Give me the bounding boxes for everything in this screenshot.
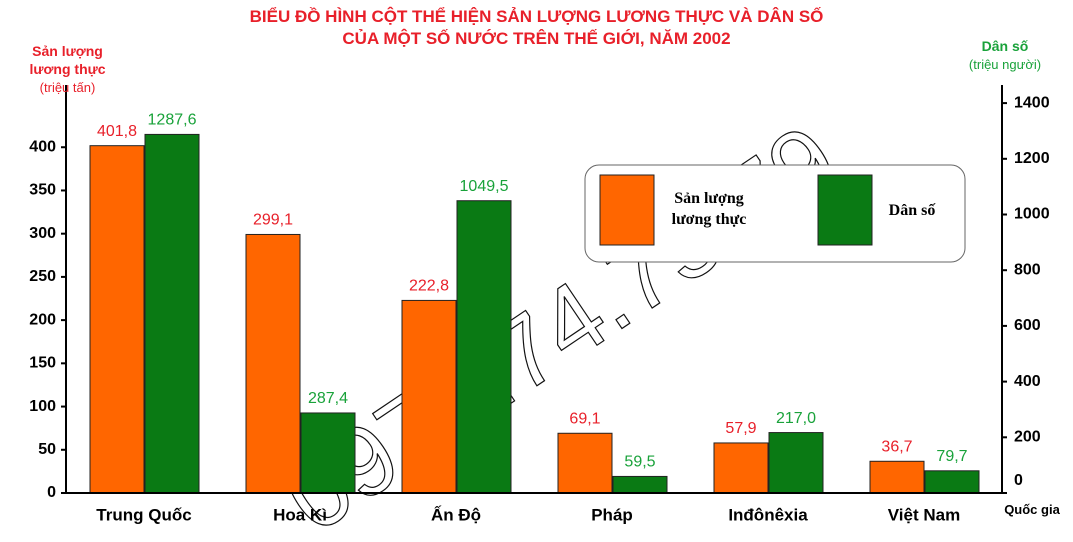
- chart-title: CỦA MỘT SỐ NƯỚC TRÊN THẾ GIỚI, NĂM 2002: [342, 29, 731, 48]
- y2-axis-unit: (triệu người): [968, 57, 1042, 72]
- x-tick-label: Ấn Độ: [431, 505, 481, 524]
- y-axis-label: Sản lượng lương thực: [29, 43, 106, 77]
- title-block: BIỂU ĐỒ HÌNH CỘT THỂ HIỆN SẢN LƯỢNG LƯƠN…: [0, 6, 1073, 50]
- bar: [300, 412, 356, 494]
- legend-swatch: [599, 174, 655, 246]
- bar: [401, 299, 457, 494]
- x-tick-label: Hoa Kì: [273, 505, 327, 524]
- data-label: 36,7: [881, 438, 912, 455]
- legend-label: Dân số: [888, 202, 936, 219]
- data-label: 79,7: [936, 448, 967, 465]
- y2-tick-label: 200: [1014, 429, 1041, 446]
- bar: [144, 133, 200, 494]
- y2-tick-label: 0: [1014, 472, 1023, 489]
- y-axis-unit: (triệu tấn): [39, 80, 96, 95]
- y-tick-label: 150: [29, 355, 56, 372]
- data-label: 1287,6: [148, 112, 197, 129]
- x-tick-label: Việt Nam: [888, 505, 960, 524]
- data-label: 59,5: [624, 454, 655, 471]
- data-label: 287,4: [308, 390, 348, 407]
- data-label: 217,0: [776, 410, 816, 427]
- data-label: 1049,5: [460, 178, 509, 195]
- bar: [924, 470, 980, 494]
- bar: [768, 432, 824, 494]
- data-label: 299,1: [253, 212, 293, 229]
- data-label: 401,8: [97, 123, 137, 140]
- data-label: 69,1: [569, 410, 600, 427]
- bar: [245, 233, 301, 494]
- bar: [456, 200, 512, 494]
- y-tick-label: 0: [47, 484, 56, 501]
- y2-axis-label: Dân số: [981, 38, 1029, 54]
- data-label: 222,8: [409, 278, 449, 295]
- y-tick-label: 100: [29, 398, 56, 415]
- y2-tick-label: 800: [1014, 261, 1041, 278]
- y-tick-label: 350: [29, 182, 56, 199]
- legend-swatch: [817, 174, 873, 246]
- data-label: 57,9: [725, 420, 756, 437]
- bar: [612, 475, 668, 494]
- y-tick-label: 300: [29, 225, 56, 242]
- chart-title: BIỂU ĐỒ HÌNH CỘT THỂ HIỆN SẢN LƯỢNG LƯƠN…: [249, 7, 824, 26]
- y2-tick-label: 600: [1014, 317, 1041, 334]
- bar: [869, 460, 925, 494]
- x-tick-label: Inđônêxia: [728, 505, 808, 524]
- y-tick-label: 200: [29, 311, 56, 328]
- y2-tick-label: 1200: [1014, 150, 1050, 167]
- x-tick-label: Pháp: [591, 505, 633, 524]
- x-axis-label: Quốc gia: [1004, 502, 1060, 517]
- y-tick-label: 50: [38, 441, 56, 458]
- bar: [89, 145, 145, 494]
- legend-label: Sản lượng lương thực: [671, 190, 747, 228]
- x-tick-label: Trung Quốc: [96, 505, 191, 524]
- y2-tick-label: 1400: [1014, 94, 1050, 111]
- y2-tick-label: 400: [1014, 373, 1041, 390]
- bar: [557, 432, 613, 494]
- y2-tick-label: 1000: [1014, 206, 1050, 223]
- bar: [713, 442, 769, 494]
- y-tick-label: 250: [29, 268, 56, 285]
- y-tick-label: 400: [29, 138, 56, 155]
